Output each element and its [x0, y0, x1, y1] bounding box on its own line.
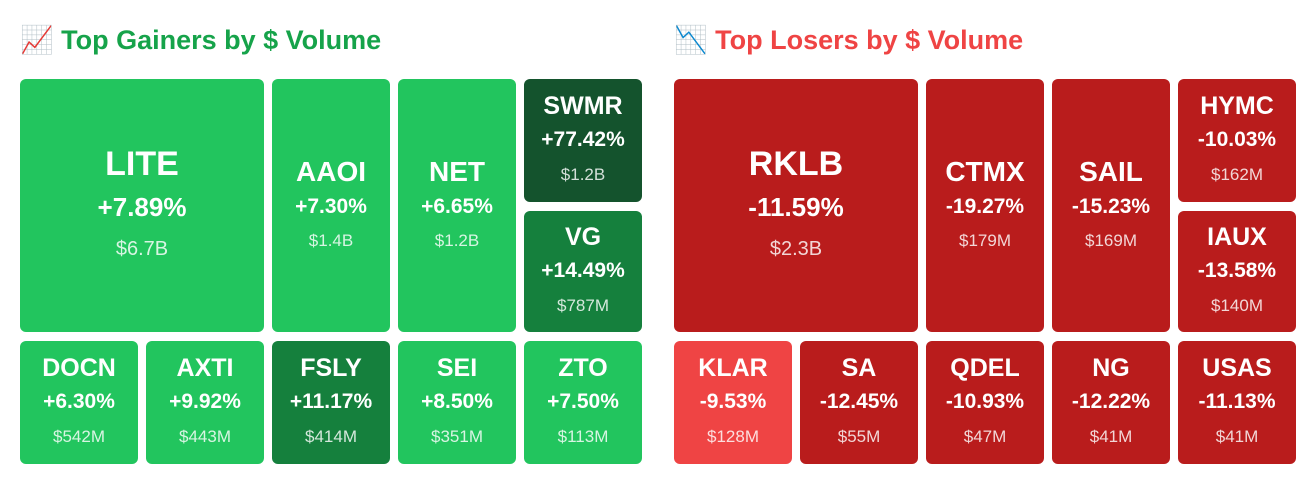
- change: +7.50%: [547, 389, 619, 413]
- ticker: NG: [1092, 353, 1130, 382]
- volume: $787M: [557, 295, 609, 315]
- tile: DOCN +6.30% $542M: [20, 341, 138, 464]
- change: -11.13%: [1198, 389, 1276, 413]
- volume: $1.4B: [308, 230, 354, 250]
- volume: $47M: [963, 426, 1007, 446]
- ticker: LITE: [105, 144, 179, 183]
- tile: ZTO +7.50% $113M: [524, 341, 642, 464]
- ticker: RKLB: [748, 144, 844, 183]
- tile: USAS -11.13% $41M: [1178, 341, 1296, 464]
- tile: SA -12.45% $55M: [800, 341, 918, 464]
- volume: $41M: [1215, 426, 1259, 446]
- change: -11.59%: [748, 191, 844, 222]
- tile: FSLY +11.17% $414M: [272, 341, 390, 464]
- ticker: QDEL: [950, 353, 1020, 382]
- tile: QDEL -10.93% $47M: [926, 341, 1044, 464]
- volume: $542M: [53, 426, 105, 446]
- tile: RKLB -11.59% $2.3B: [674, 79, 918, 332]
- tile: AXTI +9.92% $443M: [146, 341, 264, 464]
- ticker: DOCN: [42, 353, 116, 382]
- change: -15.23%: [1071, 194, 1151, 218]
- change: +9.92%: [169, 389, 241, 413]
- change: +6.30%: [43, 389, 115, 413]
- change: +7.89%: [97, 191, 187, 222]
- volume: $414M: [305, 426, 357, 446]
- ticker: VG: [564, 222, 602, 251]
- ticker: USAS: [1202, 353, 1272, 382]
- volume: $2.3B: [769, 237, 823, 260]
- tile: IAUX -13.58% $140M: [1178, 211, 1296, 332]
- change: +11.17%: [289, 389, 373, 413]
- ticker: KLAR: [698, 353, 768, 382]
- tile: SWMR +77.42% $1.2B: [524, 79, 642, 202]
- tile: KLAR -9.53% $128M: [674, 341, 792, 464]
- tile: VG +14.49% $787M: [524, 211, 642, 332]
- change: -13.58%: [1197, 258, 1277, 282]
- tile: NET +6.65% $1.2B: [398, 79, 516, 332]
- volume: $1.2B: [560, 164, 606, 184]
- ticker: SEI: [436, 353, 478, 382]
- ticker: SWMR: [543, 91, 623, 120]
- volume: $140M: [1211, 295, 1263, 315]
- change: +8.50%: [421, 389, 493, 413]
- tile: SAIL -15.23% $169M: [1052, 79, 1170, 332]
- ticker: AAOI: [296, 155, 366, 187]
- ticker: SA: [841, 353, 877, 382]
- tile: HYMC -10.03% $162M: [1178, 79, 1296, 202]
- tile: NG -12.22% $41M: [1052, 341, 1170, 464]
- change: -10.93%: [945, 389, 1025, 413]
- ticker: NET: [429, 155, 485, 187]
- ticker: SAIL: [1079, 155, 1143, 187]
- volume: $128M: [707, 426, 759, 446]
- ticker: ZTO: [558, 353, 608, 382]
- change: -10.03%: [1197, 127, 1277, 151]
- volume: $41M: [1089, 426, 1133, 446]
- volume: $1.2B: [434, 230, 480, 250]
- change: +6.65%: [421, 194, 493, 218]
- volume: $113M: [557, 426, 609, 446]
- volume: $179M: [959, 230, 1011, 250]
- ticker: FSLY: [300, 353, 362, 382]
- tile: SEI +8.50% $351M: [398, 341, 516, 464]
- tile: LITE +7.89% $6.7B: [20, 79, 264, 332]
- volume: $351M: [431, 426, 483, 446]
- ticker: HYMC: [1200, 91, 1274, 120]
- tile: CTMX -19.27% $179M: [926, 79, 1044, 332]
- change: +77.42%: [541, 127, 625, 151]
- ticker: CTMX: [945, 155, 1025, 187]
- volume: $55M: [837, 426, 881, 446]
- ticker: AXTI: [176, 353, 234, 382]
- volume: $169M: [1085, 230, 1137, 250]
- panel-title: 📈 Top Gainers by $ Volume: [20, 25, 382, 55]
- change: +14.49%: [541, 258, 625, 282]
- change: -12.22%: [1071, 389, 1151, 413]
- ticker: IAUX: [1207, 222, 1267, 251]
- volume: $443M: [179, 426, 231, 446]
- panel-title: 📉 Top Losers by $ Volume: [674, 25, 1024, 55]
- tile: AAOI +7.30% $1.4B: [272, 79, 390, 332]
- volume: $162M: [1211, 164, 1263, 184]
- change: +7.30%: [295, 194, 367, 218]
- volume: $6.7B: [115, 237, 169, 260]
- change: -12.45%: [819, 389, 899, 413]
- change: -19.27%: [945, 194, 1025, 218]
- change: -9.53%: [699, 389, 767, 413]
